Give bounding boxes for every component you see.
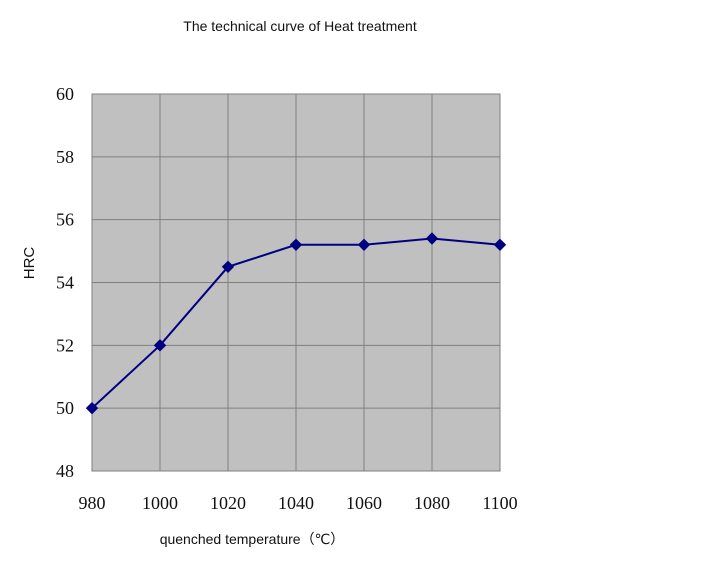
x-tick-label: 1080: [414, 493, 450, 513]
data-point-marker: [85, 401, 99, 415]
x-tick-label: 1040: [278, 493, 314, 513]
x-tick-label: 1060: [346, 493, 382, 513]
data-point-marker: [493, 238, 507, 252]
data-point-marker: [289, 238, 303, 252]
y-tick-label: 60: [56, 84, 74, 104]
chart-title: The technical curve of Heat treatment: [183, 18, 417, 34]
data-point-marker: [357, 238, 371, 252]
data-point-marker: [153, 339, 167, 352]
series-layer: [85, 232, 507, 415]
y-tick-label: 56: [56, 210, 74, 230]
data-point-marker: [221, 260, 235, 273]
x-tick-label: 980: [79, 493, 106, 513]
y-tick-label: 58: [56, 147, 74, 167]
y-axis-label: HRC: [21, 247, 38, 280]
y-tick-label: 52: [56, 335, 74, 355]
y-tick-label: 54: [56, 273, 74, 293]
x-tick-label: 1020: [210, 493, 246, 513]
x-axis-ticks: 980 1000 1020 1040 1060 1080 1100: [79, 493, 518, 513]
y-tick-label: 50: [56, 398, 74, 418]
x-tick-label: 1000: [142, 493, 178, 513]
x-tick-label: 1100: [482, 493, 517, 513]
y-tick-label: 48: [56, 461, 74, 481]
y-axis-ticks: 48 50 52 54 56 58 60: [56, 84, 74, 481]
data-point-marker: [425, 232, 439, 245]
x-axis-label: quenched temperature（℃）: [160, 531, 345, 547]
